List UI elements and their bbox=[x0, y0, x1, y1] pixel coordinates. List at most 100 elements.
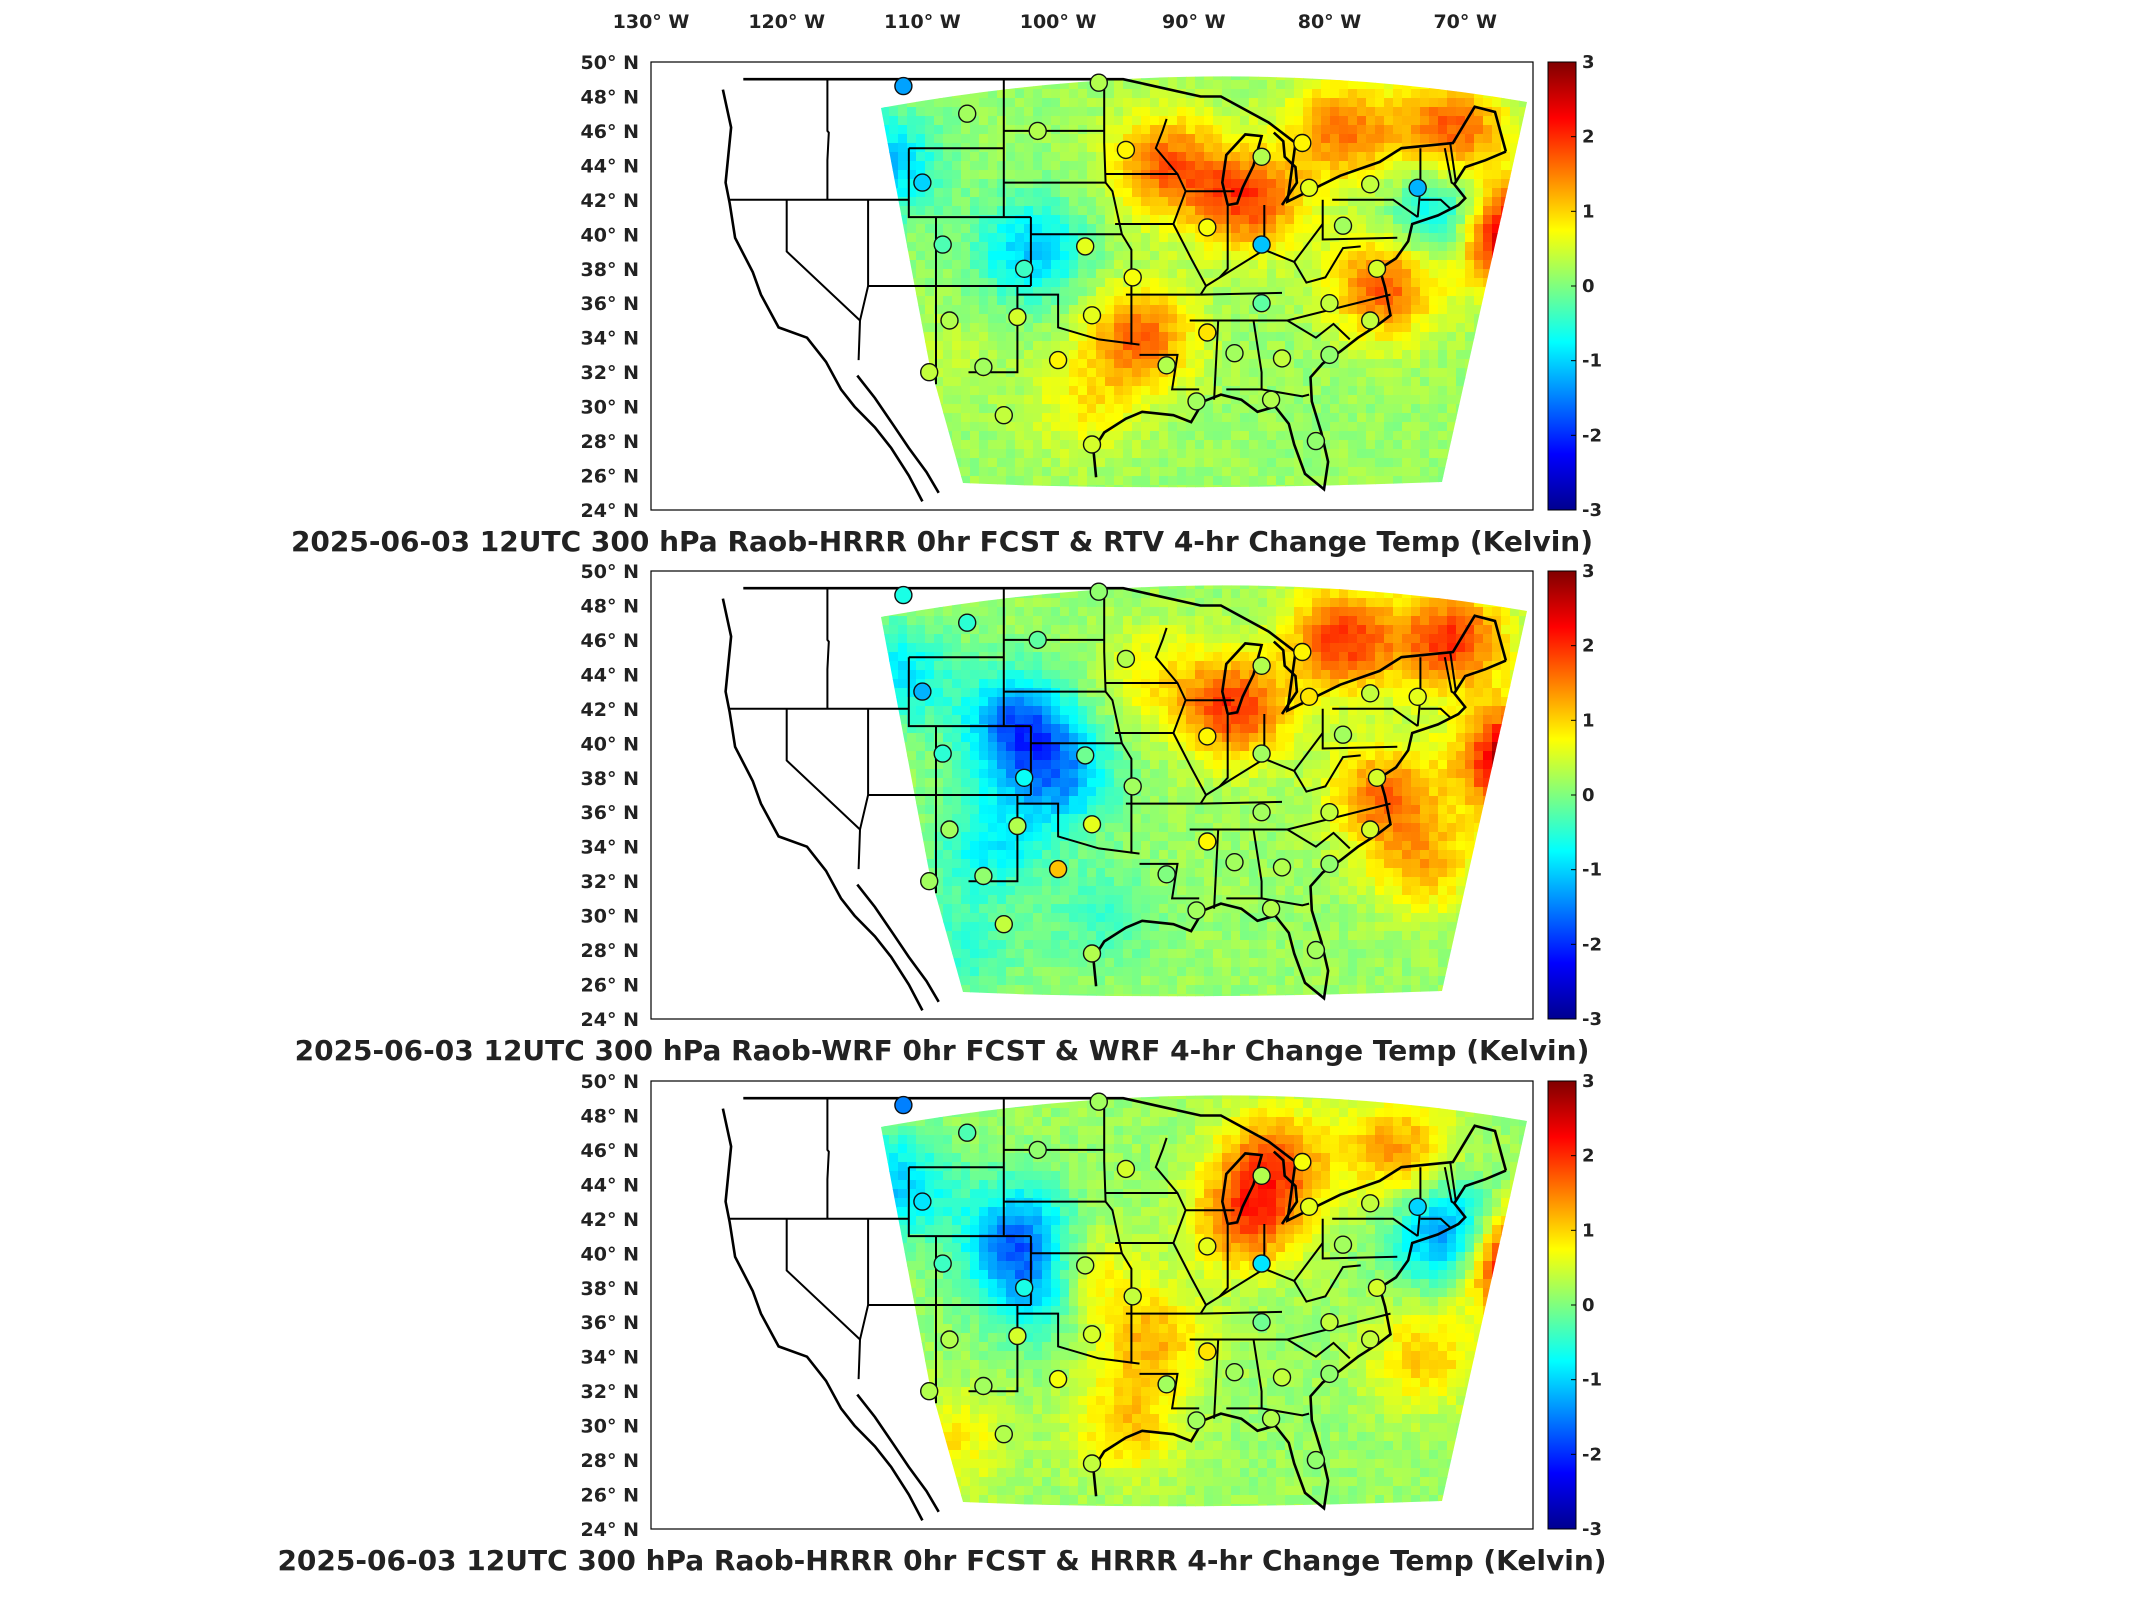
colorbar-tick-label: 0 bbox=[1582, 1295, 1595, 1316]
station-marker-22 bbox=[1198, 323, 1217, 342]
lat-tick-label: 32° N bbox=[581, 1381, 639, 1403]
lon-tick-label: 130° W bbox=[613, 11, 690, 33]
colorbar-tick-label: 0 bbox=[1582, 276, 1595, 297]
lat-tick-label: 48° N bbox=[581, 596, 639, 618]
plot-frame bbox=[650, 570, 1534, 1020]
lat-tick-label: 42° N bbox=[581, 699, 639, 721]
station-marker-10 bbox=[1123, 268, 1142, 287]
station-marker-15 bbox=[1360, 684, 1380, 703]
station-marker-12 bbox=[1252, 1166, 1271, 1186]
station-marker-37 bbox=[1306, 940, 1326, 960]
colorbar-tick-label: -1 bbox=[1582, 1370, 1602, 1391]
lon-tick-label: 90° W bbox=[1162, 11, 1226, 33]
station-marker-6 bbox=[913, 682, 932, 701]
lat-tick-label: 42° N bbox=[581, 1209, 639, 1231]
lat-tick-label: 30° N bbox=[581, 397, 639, 419]
station-marker-20 bbox=[1320, 803, 1339, 822]
station-marker-2 bbox=[958, 1123, 977, 1142]
lat-tick-label: 26° N bbox=[581, 1485, 639, 1507]
station-marker-13 bbox=[1293, 1152, 1312, 1172]
lat-tick-label: 30° N bbox=[581, 1416, 639, 1438]
station-marker-24 bbox=[1225, 344, 1244, 363]
lat-tick-label: 48° N bbox=[581, 87, 639, 109]
station-marker-30 bbox=[974, 357, 993, 377]
station-marker-6 bbox=[913, 1192, 932, 1211]
station-marker-28 bbox=[1008, 307, 1027, 327]
station-marker-37 bbox=[1306, 431, 1326, 451]
station-marker-27 bbox=[940, 1330, 959, 1349]
station-marker-5 bbox=[1116, 649, 1136, 669]
station-marker-29 bbox=[1082, 306, 1102, 325]
station-marker-19 bbox=[1367, 768, 1387, 787]
station-marker-26 bbox=[1320, 1364, 1339, 1384]
station-marker-25 bbox=[1272, 1368, 1292, 1387]
station-marker-24 bbox=[1225, 853, 1244, 872]
station-marker-5 bbox=[1116, 1159, 1136, 1179]
station-marker-17 bbox=[1333, 725, 1353, 744]
station-marker-11 bbox=[1198, 218, 1217, 237]
station-marker-21 bbox=[1252, 1312, 1271, 1332]
colorbar-tick-label: -2 bbox=[1582, 1444, 1602, 1465]
station-marker-34 bbox=[1082, 944, 1102, 963]
station-marker-25 bbox=[1272, 349, 1292, 368]
station-marker-27 bbox=[940, 311, 959, 330]
station-marker-31 bbox=[920, 363, 939, 382]
lat-tick-label: 26° N bbox=[581, 466, 639, 488]
station-marker-26 bbox=[1320, 854, 1339, 874]
station-marker-15 bbox=[1360, 175, 1380, 194]
state-boundaries bbox=[729, 79, 1457, 400]
station-marker-17 bbox=[1333, 1235, 1353, 1254]
station-marker-38 bbox=[1360, 311, 1380, 330]
lat-tick-label: 48° N bbox=[581, 1106, 639, 1128]
lat-tick-label: 28° N bbox=[581, 1450, 639, 1472]
station-marker-3 bbox=[1028, 121, 1047, 141]
panel-title: 2025-06-03 12UTC 300 hPa Raob-HRRR 0hr F… bbox=[277, 1544, 1606, 1577]
lat-tick-label: 28° N bbox=[581, 940, 639, 962]
station-marker-8 bbox=[1014, 768, 1034, 787]
lon-tick-label: 110° W bbox=[884, 11, 961, 33]
colorbar-tick-label: -3 bbox=[1582, 1009, 1602, 1030]
station-marker-14 bbox=[1299, 687, 1319, 706]
station-marker-35 bbox=[1187, 392, 1206, 411]
colorbar-tick-label: -1 bbox=[1582, 860, 1602, 881]
station-marker-21 bbox=[1252, 803, 1271, 822]
map-panel-2: 50° N 48° N 46° N 44° N 42° N 40° N 38° N 36° N… bbox=[295, 561, 1602, 1067]
station-marker-18 bbox=[1252, 235, 1271, 254]
station-marker-37 bbox=[1306, 1450, 1326, 1470]
station-marker-23 bbox=[1157, 1375, 1176, 1394]
station-marker-34 bbox=[1082, 435, 1102, 454]
station-marker-31 bbox=[920, 1381, 939, 1401]
panel-title: 2025-06-03 12UTC 300 hPa Raob-HRRR 0hr F… bbox=[291, 525, 1593, 558]
station-marker-16 bbox=[1408, 178, 1427, 198]
lat-tick-label: 46° N bbox=[581, 121, 639, 143]
station-marker-3 bbox=[1028, 630, 1047, 650]
lat-tick-label: 40° N bbox=[581, 224, 639, 246]
lat-tick-label: 44° N bbox=[581, 664, 639, 686]
station-marker-23 bbox=[1157, 865, 1176, 884]
colorbar-tick-label: 3 bbox=[1582, 52, 1595, 73]
station-marker-17 bbox=[1333, 216, 1353, 235]
station-marker-35 bbox=[1187, 901, 1206, 920]
station-marker-9 bbox=[1075, 1256, 1095, 1275]
station-marker-33 bbox=[994, 915, 1013, 934]
colorbar-tick-label: -2 bbox=[1582, 934, 1602, 955]
station-marker-5 bbox=[1116, 140, 1136, 160]
station-marker-7 bbox=[933, 235, 952, 254]
station-marker-3 bbox=[1028, 1140, 1047, 1160]
lat-tick-label: 46° N bbox=[581, 1140, 639, 1162]
colorbar: 3 2 1 0 -1 -2 -3 bbox=[1547, 561, 1602, 1030]
station-marker-28 bbox=[1008, 1326, 1027, 1346]
lat-tick-label: 38° N bbox=[581, 259, 639, 281]
station-marker-36 bbox=[1261, 899, 1281, 918]
station-marker-24 bbox=[1225, 1362, 1244, 1382]
station-marker-23 bbox=[1157, 356, 1176, 375]
station-marker-18 bbox=[1252, 1254, 1271, 1273]
colorbar-tick-label: 1 bbox=[1582, 1220, 1595, 1241]
lat-tick-label: 46° N bbox=[581, 630, 639, 652]
lat-tick-label: 34° N bbox=[581, 1347, 639, 1369]
station-marker-19 bbox=[1367, 1278, 1387, 1298]
lat-tick-label: 24° N bbox=[581, 1009, 639, 1031]
colorbar-tick-label: 3 bbox=[1582, 1071, 1595, 1092]
state-boundaries bbox=[729, 588, 1457, 909]
station-marker-22 bbox=[1198, 832, 1217, 851]
